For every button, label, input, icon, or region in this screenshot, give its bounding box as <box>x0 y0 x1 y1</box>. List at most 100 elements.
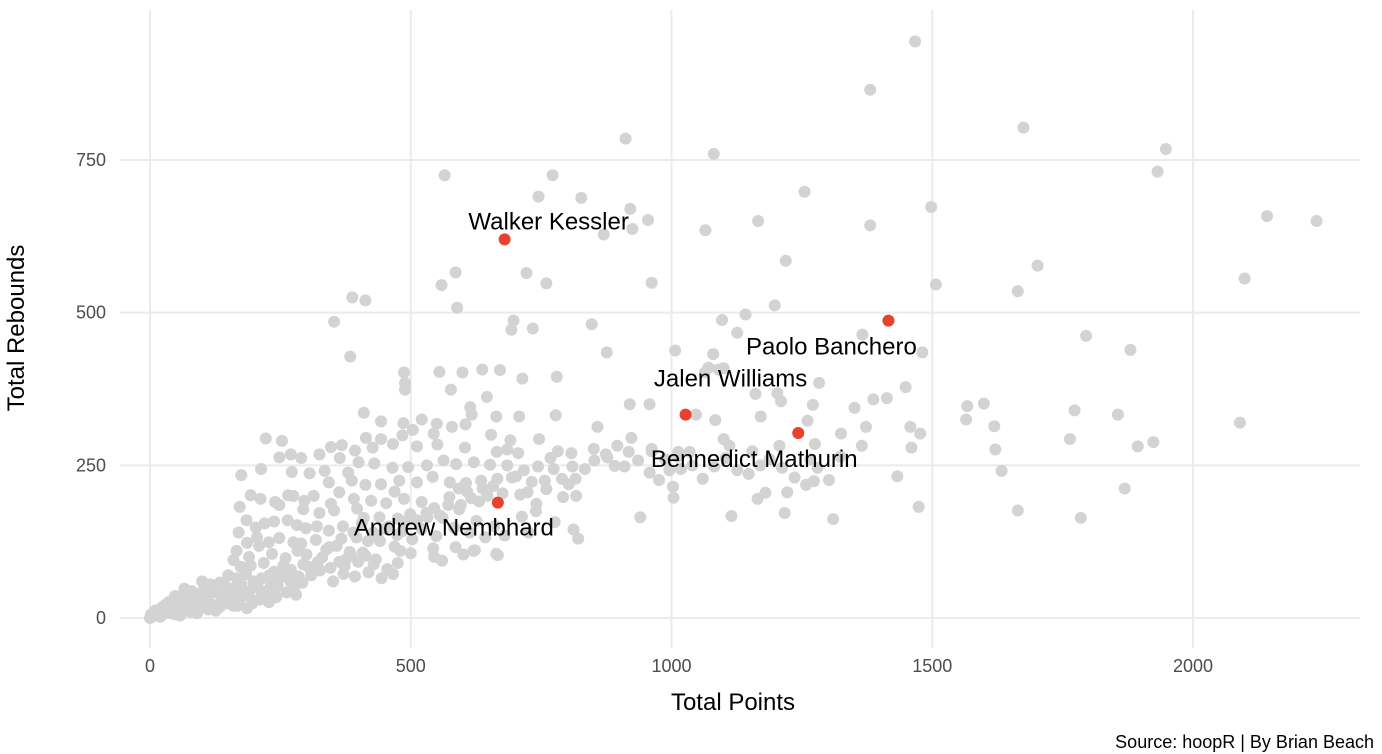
player-label: Bennedict Mathurin <box>651 446 858 473</box>
data-point <box>671 450 684 463</box>
data-point <box>880 392 893 405</box>
data-point <box>707 147 720 160</box>
data-point <box>351 502 364 515</box>
data-point <box>235 469 248 482</box>
data-point <box>388 485 401 498</box>
data-point <box>456 366 469 379</box>
data-point <box>479 531 492 544</box>
data-point <box>597 228 610 241</box>
data-point <box>300 548 313 561</box>
data-point <box>773 439 786 452</box>
data-point <box>468 544 481 557</box>
data-point <box>498 529 511 542</box>
data-point <box>420 506 433 519</box>
data-point <box>904 420 917 433</box>
data-point <box>330 539 343 552</box>
data-point <box>232 526 245 539</box>
data-point <box>916 346 929 359</box>
data-point <box>278 568 291 581</box>
data-point <box>611 439 624 452</box>
data-point <box>382 520 395 533</box>
data-point <box>309 533 322 546</box>
data-point <box>375 433 388 446</box>
data-point <box>348 570 361 583</box>
data-point <box>634 511 647 524</box>
data-point <box>749 387 762 400</box>
data-point <box>1118 482 1131 495</box>
data-point <box>275 434 288 447</box>
data-point <box>352 456 365 469</box>
data-point <box>255 588 268 601</box>
data-point <box>1233 416 1246 429</box>
y-tick-label: 750 <box>76 150 106 170</box>
data-point <box>348 444 361 457</box>
x-axis-ticks: 0 500 1000 1500 2000 <box>145 656 1213 676</box>
data-point <box>266 547 279 560</box>
data-point <box>488 520 501 533</box>
data-point <box>1080 329 1093 342</box>
data-point <box>960 413 973 426</box>
data-point <box>240 536 253 549</box>
data-point <box>386 461 399 474</box>
data-point <box>491 549 504 562</box>
data-point <box>834 427 847 440</box>
data-point <box>891 470 904 483</box>
data-point <box>531 460 544 473</box>
data-point <box>268 515 281 528</box>
data-point <box>174 609 187 622</box>
data-point <box>270 591 283 604</box>
data-point <box>406 533 419 546</box>
data-point <box>686 459 699 472</box>
data-point <box>754 410 767 423</box>
data-point <box>470 514 483 527</box>
points-layer <box>144 35 1323 624</box>
data-point <box>929 278 942 291</box>
data-point <box>600 346 613 359</box>
data-point <box>485 428 498 441</box>
data-point <box>643 466 656 479</box>
data-point <box>190 607 203 620</box>
data-point <box>346 291 359 304</box>
data-point <box>430 530 443 543</box>
data-point <box>402 461 415 474</box>
data-point <box>811 461 824 474</box>
data-point <box>452 482 465 495</box>
data-point <box>739 308 752 321</box>
data-point <box>352 555 365 568</box>
data-point <box>813 376 826 389</box>
data-point <box>569 472 582 485</box>
data-point <box>501 443 514 456</box>
y-tick-label: 0 <box>96 608 106 628</box>
data-point <box>683 445 696 458</box>
data-point <box>995 464 1008 477</box>
data-point <box>643 398 656 411</box>
data-point <box>285 466 298 479</box>
data-point <box>570 489 583 502</box>
data-point <box>445 420 458 433</box>
data-point <box>328 504 341 517</box>
data-point <box>453 503 466 516</box>
data-point <box>723 439 736 452</box>
data-point <box>435 279 448 292</box>
data-point <box>373 511 386 524</box>
data-point <box>393 474 406 487</box>
highlight-point <box>792 426 805 439</box>
data-point <box>1031 259 1044 272</box>
data-point <box>746 445 759 458</box>
data-point <box>399 515 412 528</box>
data-point <box>333 451 346 464</box>
data-point <box>259 432 272 445</box>
data-point <box>529 505 542 518</box>
data-point <box>451 301 464 314</box>
data-point <box>340 553 353 566</box>
data-point <box>355 517 368 530</box>
data-point <box>362 566 375 579</box>
data-point <box>310 520 323 533</box>
data-point <box>1068 404 1081 417</box>
data-point <box>254 492 267 505</box>
data-point <box>322 476 335 489</box>
data-point <box>311 555 324 568</box>
data-point <box>322 524 335 537</box>
data-point <box>284 448 297 461</box>
data-point <box>258 517 271 530</box>
